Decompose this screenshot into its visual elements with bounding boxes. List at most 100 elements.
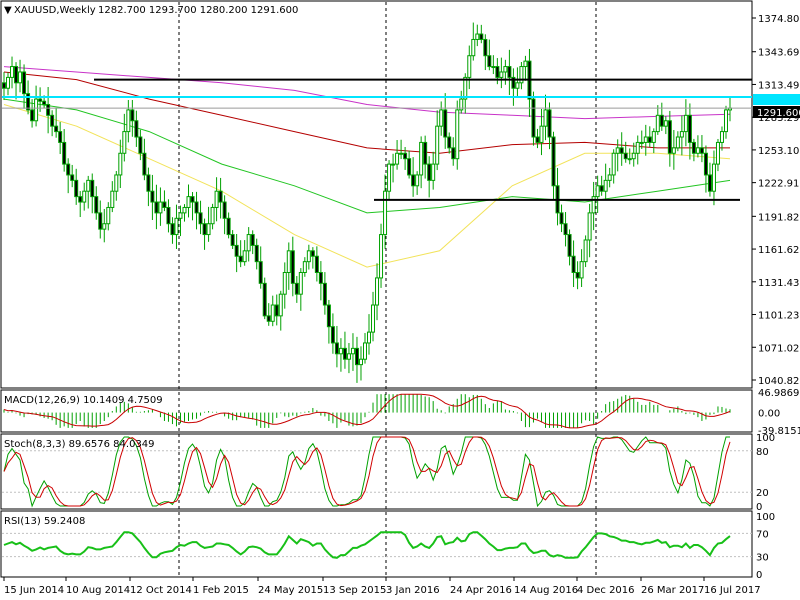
candle-body xyxy=(210,206,215,225)
candle-body xyxy=(90,179,95,198)
stoch-signal-line xyxy=(3,436,731,507)
candle-body xyxy=(619,147,624,154)
candle-body xyxy=(234,244,239,257)
candle-body xyxy=(18,71,23,84)
candle-body xyxy=(354,347,359,366)
candle-body xyxy=(202,223,207,236)
candle-body xyxy=(106,206,111,225)
candle-body xyxy=(62,141,67,165)
candle-body xyxy=(182,206,187,214)
candle-body xyxy=(86,179,91,192)
candle-body xyxy=(246,234,251,252)
stoch-axis-label: 20 xyxy=(756,488,769,499)
candle-body xyxy=(703,152,708,176)
candle-body xyxy=(515,82,520,89)
price-axis-label: 1253.105 xyxy=(758,146,800,157)
candle-body xyxy=(30,109,35,122)
candle-body xyxy=(250,234,255,246)
price-axis-label: 1131.430 xyxy=(758,278,800,289)
candle-body xyxy=(310,250,315,257)
symbol-dropdown-icon[interactable]: ▼ xyxy=(4,5,12,16)
candle-body xyxy=(423,141,428,165)
candle-body xyxy=(511,76,516,89)
candle-body xyxy=(699,147,704,154)
candle-body xyxy=(591,196,596,214)
candle-body xyxy=(314,255,319,274)
candle-body xyxy=(495,66,500,78)
candle-body xyxy=(58,131,63,143)
candle-body xyxy=(254,244,259,263)
candle-body xyxy=(415,174,420,187)
cyan-level-text: 1301.950 xyxy=(757,95,800,106)
candle-body xyxy=(98,212,103,230)
candle-body xyxy=(110,190,115,208)
time-axis-label: 12 Oct 2014 xyxy=(130,585,192,596)
candle-body xyxy=(719,131,724,143)
price-axis-label: 1071.020 xyxy=(758,343,800,354)
candle-body xyxy=(671,147,676,154)
candle-body xyxy=(186,196,191,208)
macd-axis-label: 0.00 xyxy=(758,409,780,420)
candle-body xyxy=(54,125,59,133)
candle-body xyxy=(278,293,283,317)
candle-body xyxy=(427,163,432,181)
time-axis-label: 24 May 2015 xyxy=(258,585,323,596)
candle-body xyxy=(563,223,568,236)
price-axis-label: 1374.800 xyxy=(758,14,800,25)
time-axis-label: 1 Feb 2015 xyxy=(193,585,249,596)
price-axis-label: 1313.495 xyxy=(758,80,800,91)
price-axis-label: 1283.290 xyxy=(758,113,800,124)
candle-body xyxy=(487,55,492,68)
candle-body xyxy=(326,304,331,328)
time-axis-label: 24 Apr 2016 xyxy=(450,585,512,596)
candle-body xyxy=(218,190,223,203)
time-axis-label: 4 Dec 2016 xyxy=(577,585,635,596)
macd-axis-label: -39.8151 xyxy=(758,426,800,437)
moving-average-line xyxy=(3,66,731,120)
candle-body xyxy=(154,201,159,214)
candle-body xyxy=(659,114,664,127)
candle-body xyxy=(411,174,416,187)
candle-body xyxy=(667,120,672,154)
candle-body xyxy=(198,212,203,225)
candle-body xyxy=(559,212,564,225)
candle-body xyxy=(322,282,327,306)
rsi-axis-label: 100 xyxy=(756,512,775,523)
moving-average-line xyxy=(3,71,730,154)
candle-body xyxy=(579,261,584,279)
rsi-axis-label: 30 xyxy=(756,553,769,564)
candle-body xyxy=(375,277,380,306)
candle-body xyxy=(26,93,31,111)
candle-body xyxy=(166,206,171,225)
candle-body xyxy=(391,163,396,166)
candle-body xyxy=(395,152,400,165)
candle-body xyxy=(683,114,688,133)
candle-body xyxy=(419,141,424,176)
candle-body xyxy=(623,152,628,160)
candle-body xyxy=(50,114,55,127)
candle-body xyxy=(214,190,219,208)
candle-body xyxy=(467,55,472,78)
candle-body xyxy=(190,196,195,203)
rsi-label: RSI(13) 59.2408 xyxy=(4,516,85,527)
candle-body xyxy=(371,304,376,333)
candle-body xyxy=(206,223,211,236)
macd-label: MACD(12,26,9) 10.1409 4.7509 xyxy=(4,395,163,406)
candle-body xyxy=(158,201,163,214)
candle-body xyxy=(70,174,75,181)
candle-body xyxy=(687,114,692,143)
candle-body xyxy=(22,71,27,95)
candle-body xyxy=(507,66,512,78)
candle-body xyxy=(306,250,311,263)
candle-body xyxy=(150,190,155,203)
candle-body xyxy=(162,201,167,208)
time-axis-label: 3 Jan 2016 xyxy=(386,585,440,596)
candle-body xyxy=(587,212,592,241)
candle-body xyxy=(134,120,139,138)
candle-body xyxy=(318,272,323,284)
candle-body xyxy=(114,174,119,192)
candle-body xyxy=(338,347,343,355)
time-axis-label: 26 Mar 2017 xyxy=(641,585,704,596)
candle-body xyxy=(342,347,347,360)
